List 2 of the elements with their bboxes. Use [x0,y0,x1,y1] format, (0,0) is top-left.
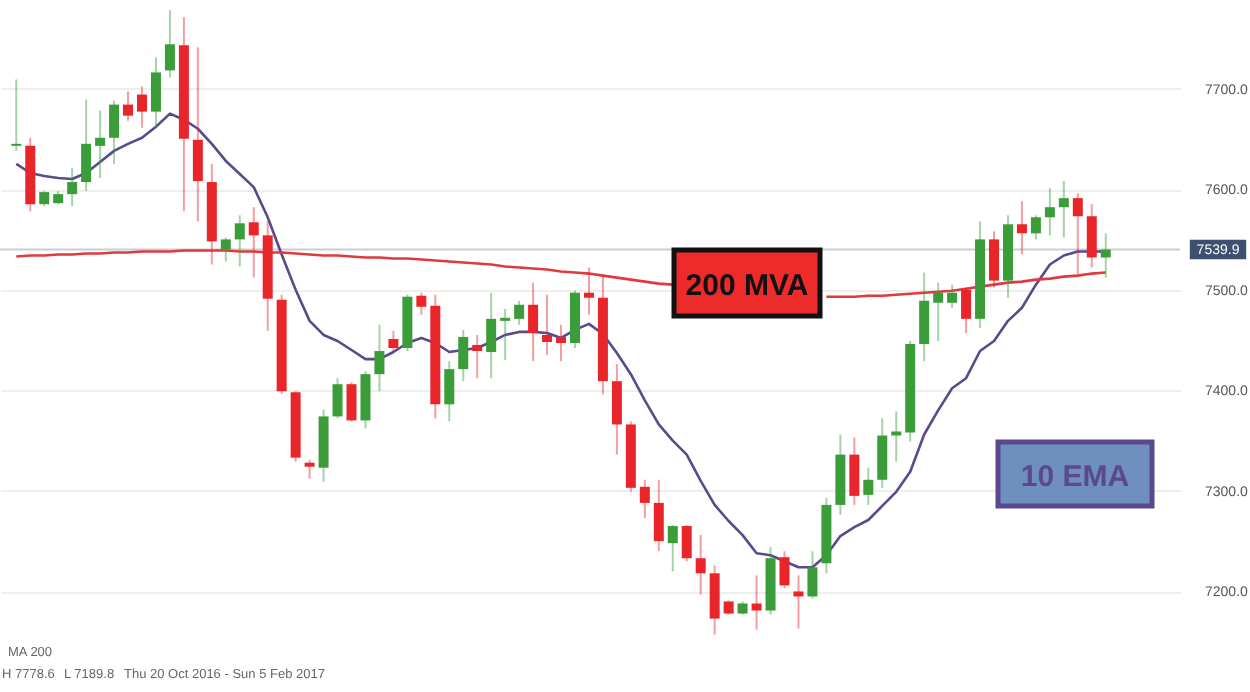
text: 10 EMA [1020,460,1130,494]
series-label: 200 MVA [685,269,809,303]
